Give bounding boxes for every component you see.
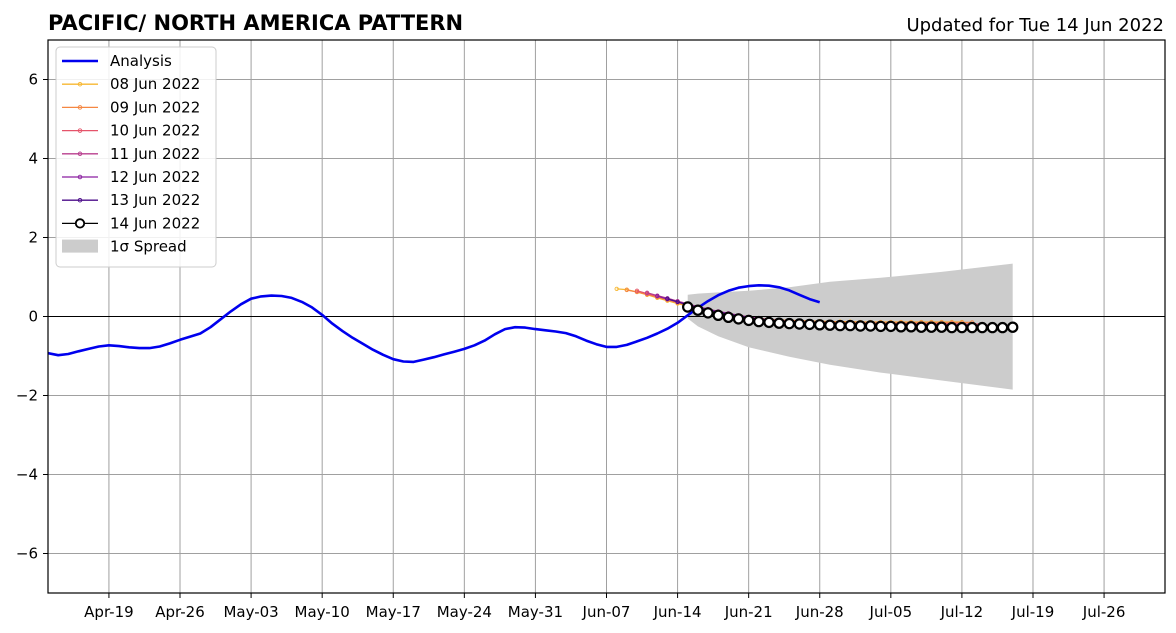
current-forecast-point <box>1007 321 1019 333</box>
y-tick-label: −6 <box>16 545 38 563</box>
current-forecast-series <box>682 301 1019 334</box>
current-forecast-point <box>966 321 978 334</box>
current-forecast-point <box>875 320 887 333</box>
legend-box <box>55 46 217 268</box>
legend-label: 10 Jun 2022 <box>110 122 200 140</box>
current-forecast-point <box>986 321 999 334</box>
x-tick-label: Jul-19 <box>1011 603 1055 621</box>
current-forecast-point <box>935 321 948 333</box>
current-forecast-point <box>925 321 938 333</box>
current-forecast-point <box>702 307 714 319</box>
current-forecast-point <box>996 321 1009 334</box>
x-tick-label: May-24 <box>437 603 492 621</box>
x-tick-label: Jun-14 <box>653 603 702 621</box>
current-forecast-point <box>854 320 867 332</box>
current-forecast-point <box>743 314 755 327</box>
legend-label: 14 Jun 2022 <box>110 214 200 232</box>
series-group <box>48 283 1019 364</box>
legend-swatch-spread <box>62 239 98 253</box>
legend-label: 12 Jun 2022 <box>110 168 200 186</box>
current-forecast-point <box>844 319 856 332</box>
chart-title: PACIFIC/ NORTH AMERICA PATTERN <box>48 11 463 35</box>
y-tick-label: 6 <box>28 71 38 89</box>
y-tick-label: 2 <box>28 229 38 247</box>
x-tick-label: May-10 <box>295 603 350 621</box>
x-tick-label: Jun-07 <box>582 603 631 621</box>
x-tick-label: May-03 <box>223 603 278 621</box>
current-forecast-point <box>956 321 968 334</box>
x-tick-label: Apr-26 <box>155 603 205 621</box>
forecast-point <box>634 288 640 293</box>
chart-subtitle: Updated for Tue 14 Jun 2022 <box>906 15 1164 36</box>
y-tick-label: −2 <box>16 387 38 405</box>
current-forecast-point <box>682 301 694 313</box>
legend-swatch-point <box>77 128 83 133</box>
legend-swatch-point <box>77 105 83 110</box>
current-forecast-point <box>915 321 928 333</box>
legend-swatch-point <box>74 218 86 229</box>
current-forecast-point <box>946 321 958 334</box>
forecast-point <box>675 299 680 305</box>
current-forecast-point <box>803 318 816 331</box>
legend-label: 13 Jun 2022 <box>110 191 200 209</box>
x-tick-label: Apr-19 <box>84 603 134 621</box>
legend-swatch-point <box>77 197 83 203</box>
legend-label: 08 Jun 2022 <box>110 75 200 93</box>
forecast-point <box>644 290 650 295</box>
current-forecast-point <box>905 321 917 333</box>
current-forecast-point <box>976 321 988 334</box>
legend-swatch-point <box>77 174 83 180</box>
y-tick-label: 0 <box>28 308 38 326</box>
x-tick-label: May-17 <box>366 603 421 621</box>
current-forecast-point <box>692 304 704 316</box>
y-tick-label: 4 <box>28 150 38 168</box>
y-axis: 6 4 2 0 −2 −4 −6 <box>16 71 48 563</box>
current-forecast-point <box>864 320 877 332</box>
forecast-point <box>624 287 629 293</box>
current-forecast-point <box>773 317 785 329</box>
forecast-point <box>665 296 670 301</box>
legend-label: 09 Jun 2022 <box>110 98 200 116</box>
x-tick-label: May-31 <box>508 603 563 621</box>
current-forecast-point <box>722 311 735 323</box>
forecast-point <box>614 286 619 292</box>
current-forecast-point <box>814 319 826 331</box>
current-forecast-point <box>895 321 907 333</box>
x-tick-label: Jul-12 <box>940 603 984 621</box>
x-axis: Apr-19 Apr-26 May-03 May-10 May-17 May-24 May-… <box>84 593 1125 621</box>
x-tick-label: Jun-28 <box>795 603 844 621</box>
current-forecast-point <box>783 317 796 330</box>
current-forecast-point <box>712 309 724 321</box>
legend-label: 11 Jun 2022 <box>110 145 200 163</box>
legend-label: Analysis <box>110 52 172 70</box>
legend: Analysis 08 Jun 2022 09 Jun 2022 10 Jun 202… <box>55 46 217 268</box>
analysis-line <box>48 283 821 364</box>
current-forecast-point <box>834 319 846 332</box>
current-forecast-point <box>732 313 745 325</box>
legend-swatch-point <box>77 151 83 157</box>
forecast-point <box>655 293 660 299</box>
legend-swatch-point <box>77 81 83 87</box>
x-tick-label: Jun-21 <box>724 603 773 621</box>
y-tick-label: −4 <box>16 466 38 484</box>
legend-label: 1σ Spread <box>110 238 187 256</box>
x-tick-label: Jul-26 <box>1082 603 1126 621</box>
x-tick-label: Jul-05 <box>869 603 913 621</box>
current-forecast-point <box>824 319 836 331</box>
current-forecast-point <box>793 318 806 330</box>
current-forecast-point <box>763 316 775 329</box>
current-forecast-point <box>753 315 765 328</box>
current-forecast-point <box>885 320 897 333</box>
